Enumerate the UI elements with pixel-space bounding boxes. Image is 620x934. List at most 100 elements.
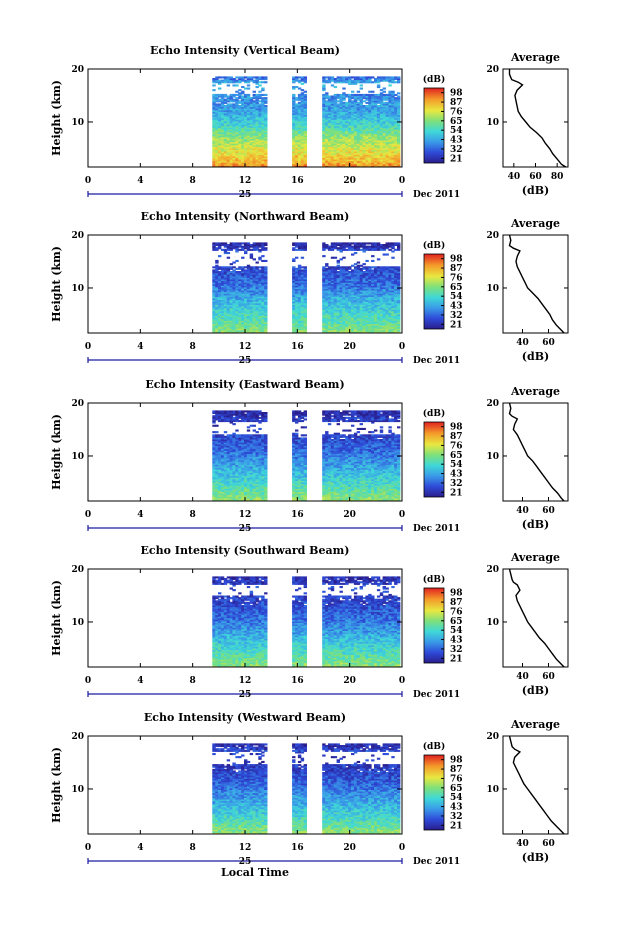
heatmap-cell (325, 244, 328, 246)
avg-x-tick-label: 80 (551, 172, 564, 182)
heatmap-cell (235, 84, 238, 86)
heatmap-cell (250, 97, 253, 99)
heatmap-cell (342, 92, 345, 94)
heatmap-cell (221, 266, 224, 268)
heatmap-cell (334, 257, 337, 259)
heatmap-cell (264, 81, 267, 83)
y-axis-label: Height (km) (50, 80, 63, 156)
heatmap-cell (253, 242, 256, 244)
heatmap-cell (250, 266, 253, 268)
heatmap-cell (374, 266, 377, 268)
heatmap-cell (261, 266, 264, 268)
x-tick-label: 8 (190, 176, 196, 186)
heatmap-cell (241, 91, 244, 93)
heatmap-cell (345, 76, 348, 78)
heatmap-cell (377, 94, 380, 96)
heatmap-cell (264, 97, 267, 99)
heatmap-cell (371, 266, 374, 268)
heatmap-cell (351, 100, 354, 102)
heatmap-cell (227, 257, 230, 259)
heatmap-cell (304, 242, 307, 244)
avg-y-tick-label: 20 (486, 65, 499, 75)
heatmap-cell (304, 76, 307, 78)
heatmap-cell (253, 258, 256, 260)
x-tick-label: 0 (85, 176, 91, 186)
heatmap-cell (292, 266, 295, 268)
heatmap-cell (292, 86, 295, 88)
heatmap-cell (258, 91, 261, 93)
heatmap-cell (250, 249, 253, 251)
heatmap-cell (337, 100, 340, 102)
heatmap-cell (301, 76, 304, 78)
heatmap-cell (368, 266, 371, 268)
heatmap-cell (351, 254, 354, 256)
heatmap-cell (360, 249, 363, 251)
heatmap-cell (331, 84, 334, 86)
heatmap-cell (357, 262, 360, 264)
heatmap-cell (232, 262, 235, 264)
panel-2: Echo Intensity (Northward Beam)2010Heigh… (50, 210, 568, 366)
heatmap-cell (337, 260, 340, 262)
heatmap-cell (345, 102, 348, 104)
heatmap-cell (292, 247, 295, 249)
heatmap-cell (304, 91, 307, 93)
heatmap-cell (334, 266, 337, 268)
heatmap-cell (337, 247, 340, 249)
heatmap-cell (238, 76, 241, 78)
heatmap-cell (247, 265, 250, 267)
heatmap-cell (241, 86, 244, 88)
heatmap-cell (230, 76, 233, 78)
x-tick-label: 16 (291, 176, 304, 186)
heatmap-cell (363, 76, 366, 78)
heatmap-cell (348, 94, 351, 96)
heatmap-cell (227, 96, 230, 98)
heatmap-cell (253, 266, 256, 268)
heatmap-cell (264, 76, 267, 78)
x-tick-label: 12 (239, 176, 252, 186)
heatmap-cell (351, 269, 354, 271)
panel-title: Echo Intensity (Vertical Beam) (150, 44, 340, 57)
heatmap-cell (388, 266, 391, 268)
heatmap-cell (391, 91, 394, 93)
heatmap-cell (334, 86, 337, 88)
heatmap-cell (325, 263, 328, 265)
heatmap-cell (342, 266, 345, 268)
heatmap-cell (247, 94, 250, 96)
heatmap-cell (224, 266, 227, 268)
heatmap-cell (235, 91, 238, 93)
heatmap-cell (238, 266, 241, 268)
heatmap-cell (264, 260, 267, 262)
panel-title: Echo Intensity (Northward Beam) (141, 210, 350, 223)
heatmap-cell (331, 242, 334, 244)
heatmap-cell (388, 76, 391, 78)
heatmap-cell (247, 84, 250, 86)
heatmap-cell (322, 242, 325, 244)
heatmap-cell (351, 91, 354, 93)
heatmap-cell (238, 92, 241, 94)
heatmap-cell (325, 92, 328, 94)
heatmap-cell (235, 76, 238, 78)
heatmap-cell (261, 255, 264, 257)
heatmap-cell (250, 254, 253, 256)
heatmap-cell (360, 94, 363, 96)
heatmap-cell (253, 91, 256, 93)
heatmap-cell (224, 99, 227, 101)
avg-x-tick-label: 60 (529, 172, 542, 182)
heatmap-cell (337, 265, 340, 267)
heatmap-cell (357, 91, 360, 93)
heatmap-cell (345, 266, 348, 268)
heatmap-cell (351, 265, 354, 267)
heatmap-cell (241, 266, 244, 268)
heatmap-cell (232, 84, 235, 86)
heatmap-cell (363, 105, 366, 107)
heatmap-cell (241, 76, 244, 78)
heatmap-cell (337, 271, 340, 273)
heatmap-cell (241, 96, 244, 98)
heatmap-cell (241, 257, 244, 259)
heatmap-cell (235, 260, 238, 262)
heatmap-cell (331, 96, 334, 98)
heatmap-cell (253, 80, 256, 82)
average-title: Average (510, 51, 560, 64)
heatmap-cell (360, 88, 363, 90)
x-tick-label: 0 (399, 176, 405, 186)
